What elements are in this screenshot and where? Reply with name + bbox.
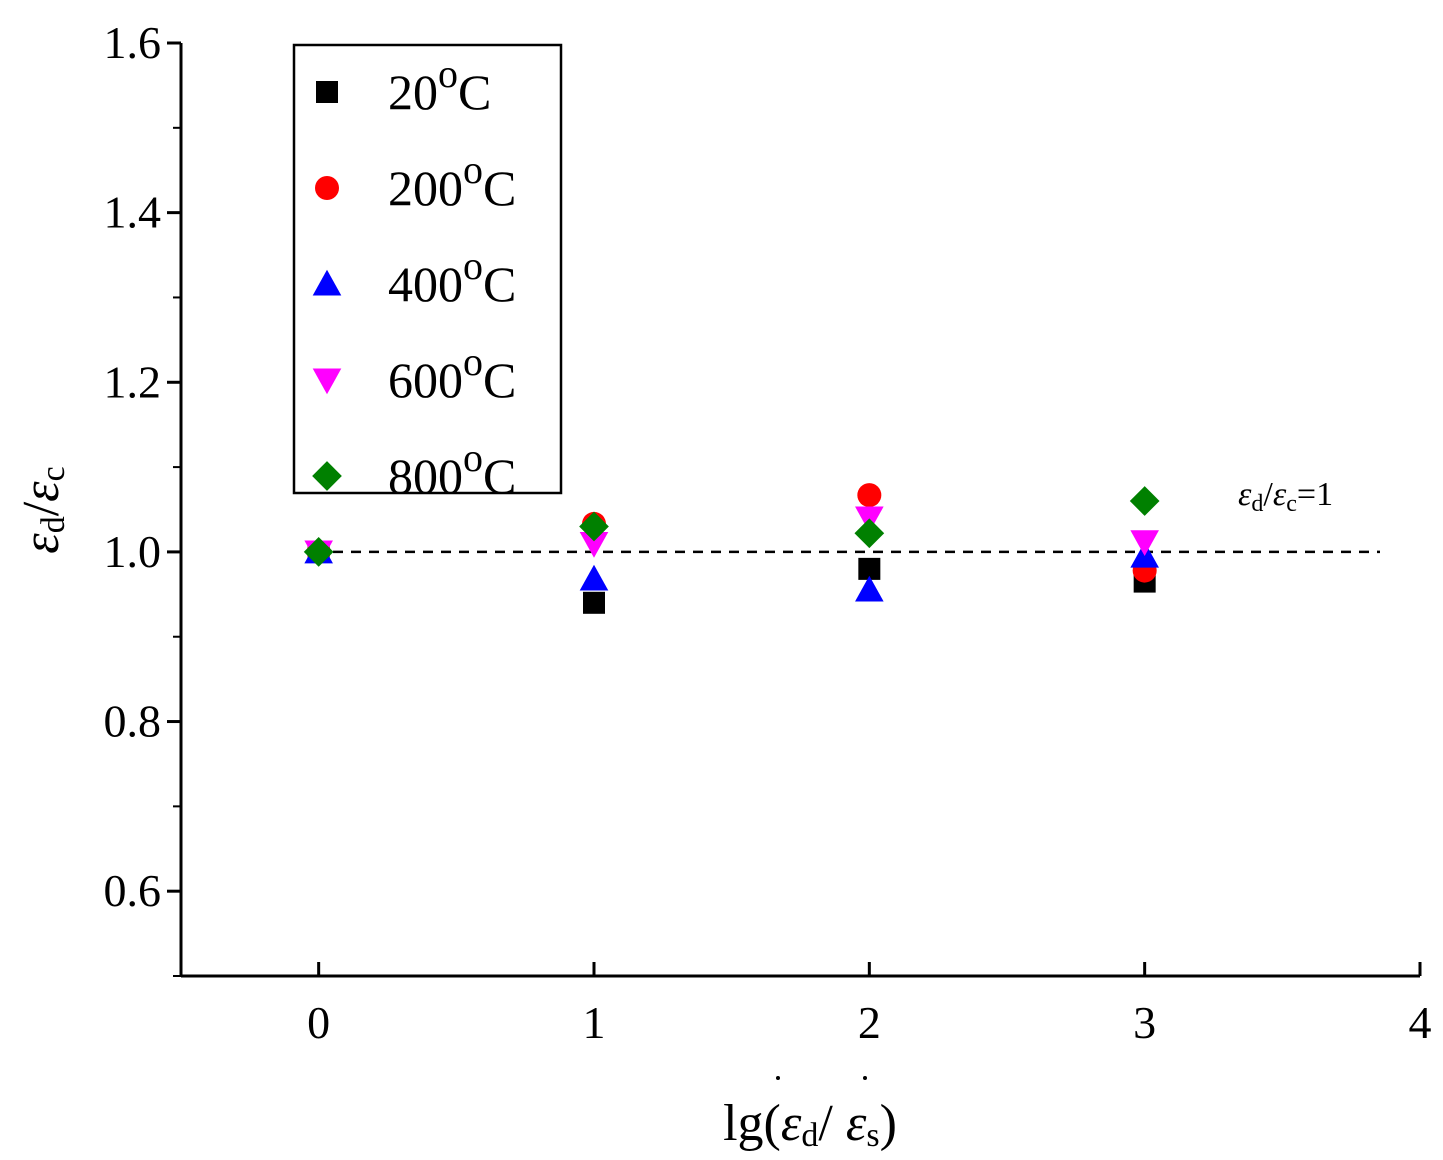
- point-20C-x2: [858, 557, 881, 580]
- y-tick-label: 1.2: [104, 356, 162, 407]
- legend-marker-600C: [312, 368, 342, 395]
- point-20C-x1: [583, 591, 605, 614]
- x-tick-label: 1: [583, 997, 606, 1048]
- x-tick-label: 3: [1133, 997, 1156, 1048]
- point-400C-x1: [579, 564, 609, 591]
- y-tick-label: 1.0: [104, 526, 162, 577]
- data-points: [303, 483, 1160, 614]
- point-800C-x0: [303, 537, 334, 567]
- legend-marker-200C: [315, 176, 339, 200]
- series-800C: [303, 486, 1160, 567]
- series-400C: [304, 537, 1159, 602]
- legend-label-800C: 800oC: [388, 435, 516, 504]
- y-axis-title: εd/εc: [13, 466, 72, 554]
- series-600C: [304, 506, 1159, 567]
- point-800C-x2: [854, 518, 885, 549]
- reference-line-label: εd/εc=1: [1238, 476, 1333, 517]
- x-tick-label: 2: [858, 997, 881, 1048]
- x-tick-label: 4: [1409, 997, 1432, 1048]
- y-tick-label: 1.4: [104, 187, 162, 238]
- axes: 0.6 0.8 1.0 1.2 1.4 1.6 0 1 2 3 4: [104, 17, 1432, 1048]
- y-tick-label: 0.6: [104, 865, 162, 916]
- legend-label-400C: 400oC: [388, 243, 516, 312]
- legend-label-600C: 600oC: [388, 339, 516, 408]
- legend-box: [292, 43, 563, 495]
- legend-marker-800C: [312, 461, 342, 491]
- x-tick-label: 0: [307, 997, 330, 1048]
- legend: 20oC 200oC 400oC 600oC 800oC: [292, 43, 563, 504]
- x-title-dot-1: [776, 1076, 780, 1080]
- legend-marker-20C: [316, 81, 338, 103]
- point-600C-x1: [579, 531, 609, 558]
- y-tick-label: 1.6: [104, 17, 162, 68]
- point-800C-x3: [1129, 486, 1160, 516]
- legend-marker-400C: [312, 269, 342, 296]
- legend-label-20C: 20oC: [388, 51, 491, 120]
- point-800C-x1: [579, 511, 609, 542]
- y-tick-label: 0.8: [104, 696, 162, 747]
- point-400C-x2: [855, 575, 884, 602]
- point-600C-x3: [1130, 530, 1159, 557]
- x-title-dot-2: [863, 1076, 867, 1080]
- x-axis-title: lg(εd/ εs): [723, 1095, 897, 1154]
- point-200C-x2: [857, 483, 882, 508]
- legend-label-200C: 200oC: [388, 147, 516, 216]
